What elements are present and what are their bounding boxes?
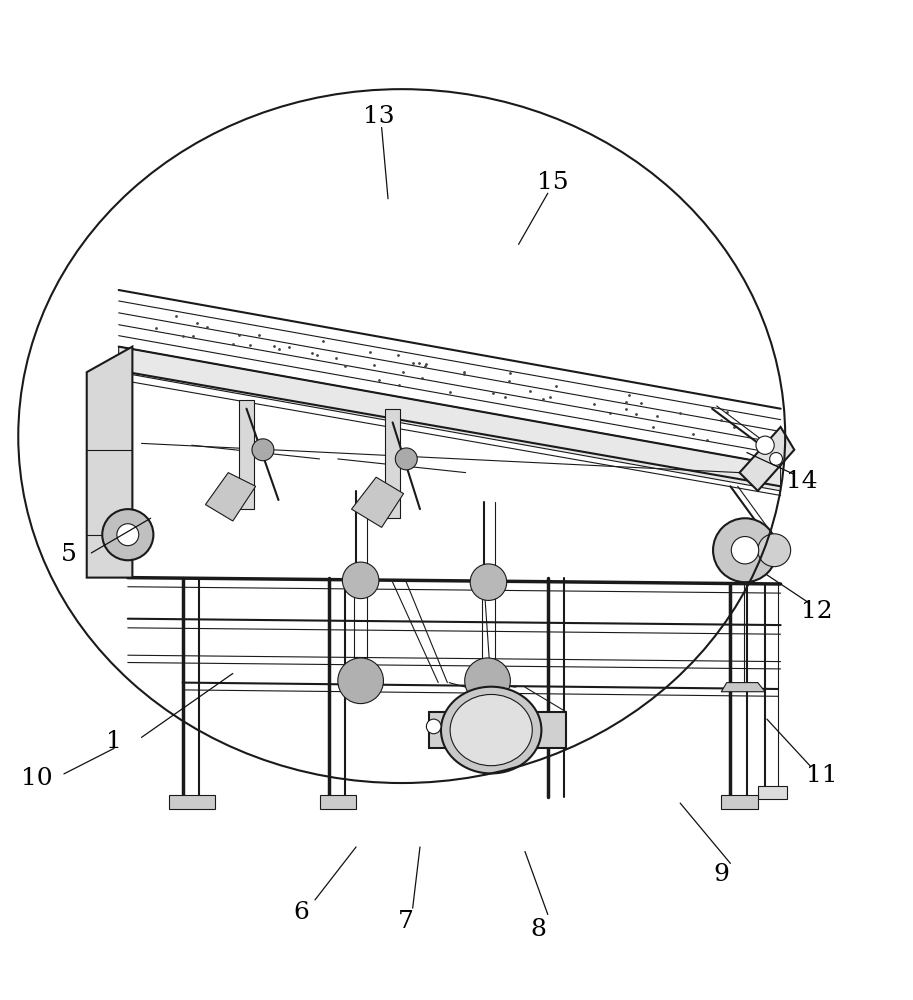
Polygon shape bbox=[87, 347, 132, 578]
Polygon shape bbox=[429, 712, 566, 748]
Polygon shape bbox=[385, 409, 400, 518]
Circle shape bbox=[338, 658, 383, 704]
Ellipse shape bbox=[450, 694, 532, 766]
Circle shape bbox=[470, 564, 507, 600]
Text: 10: 10 bbox=[21, 767, 52, 790]
Text: 13: 13 bbox=[363, 105, 394, 128]
Text: 6: 6 bbox=[293, 901, 310, 924]
Polygon shape bbox=[169, 795, 215, 809]
Polygon shape bbox=[721, 795, 758, 809]
Polygon shape bbox=[740, 427, 794, 491]
Circle shape bbox=[465, 658, 510, 704]
Text: 5: 5 bbox=[60, 543, 77, 566]
Circle shape bbox=[758, 534, 791, 567]
Circle shape bbox=[102, 509, 153, 560]
Text: 8: 8 bbox=[530, 918, 547, 941]
Circle shape bbox=[713, 518, 777, 582]
Polygon shape bbox=[239, 400, 254, 509]
Text: 11: 11 bbox=[806, 764, 837, 787]
Polygon shape bbox=[119, 347, 781, 491]
Text: 14: 14 bbox=[786, 470, 817, 493]
Polygon shape bbox=[721, 683, 765, 692]
Ellipse shape bbox=[441, 687, 541, 773]
Circle shape bbox=[426, 719, 441, 734]
Polygon shape bbox=[352, 477, 404, 527]
Text: 7: 7 bbox=[398, 910, 415, 933]
Circle shape bbox=[770, 453, 782, 465]
Circle shape bbox=[731, 537, 759, 564]
Circle shape bbox=[252, 439, 274, 461]
Circle shape bbox=[342, 562, 379, 599]
Text: 1: 1 bbox=[106, 730, 122, 753]
Circle shape bbox=[756, 436, 774, 454]
Text: 12: 12 bbox=[802, 600, 833, 623]
Circle shape bbox=[117, 524, 139, 546]
Text: 9: 9 bbox=[713, 863, 729, 886]
Polygon shape bbox=[205, 473, 256, 521]
Circle shape bbox=[395, 448, 417, 470]
Text: 15: 15 bbox=[537, 171, 568, 194]
Polygon shape bbox=[758, 786, 787, 799]
Polygon shape bbox=[320, 795, 356, 809]
